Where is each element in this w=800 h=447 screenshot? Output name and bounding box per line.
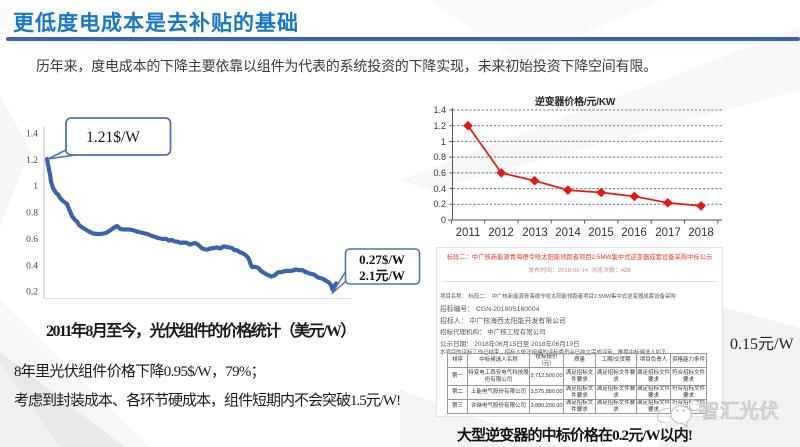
svg-text:2018: 2018	[688, 227, 714, 239]
svg-text:逆变器价格/元/KW: 逆变器价格/元/KW	[535, 95, 616, 108]
svg-text:2.1元/W: 2.1元/W	[359, 268, 405, 283]
svg-text:0.2: 0.2	[433, 199, 446, 209]
svg-text:0.8: 0.8	[26, 209, 38, 219]
svg-text:0.6: 0.6	[26, 235, 38, 245]
svg-text:1.4: 1.4	[26, 130, 38, 140]
svg-text:2017: 2017	[655, 227, 681, 239]
svg-text:1.4: 1.4	[433, 105, 446, 115]
svg-text:0.4: 0.4	[26, 262, 38, 272]
svg-text:智汇光伏: 智汇光伏	[700, 401, 779, 423]
svg-text:1.21$/W: 1.21$/W	[86, 129, 140, 146]
svg-text:2012: 2012	[488, 227, 514, 239]
svg-text:0.2: 0.2	[26, 288, 38, 298]
svg-text:2014: 2014	[555, 227, 581, 239]
svg-text:1.2: 1.2	[26, 156, 38, 166]
svg-text:0: 0	[441, 215, 446, 225]
svg-text:2015: 2015	[588, 227, 614, 239]
svg-text:2013: 2013	[522, 227, 548, 239]
svg-text:0.6: 0.6	[433, 168, 446, 178]
svg-text:0.27$/W: 0.27$/W	[359, 252, 405, 267]
svg-text:2011: 2011	[456, 227, 481, 239]
svg-text:1: 1	[441, 137, 446, 147]
svg-text:0.8: 0.8	[433, 152, 446, 162]
svg-text:1: 1	[33, 182, 38, 192]
svg-text:0.4: 0.4	[433, 184, 446, 194]
svg-text:2016: 2016	[621, 227, 647, 239]
svg-text:1.2: 1.2	[433, 121, 446, 131]
